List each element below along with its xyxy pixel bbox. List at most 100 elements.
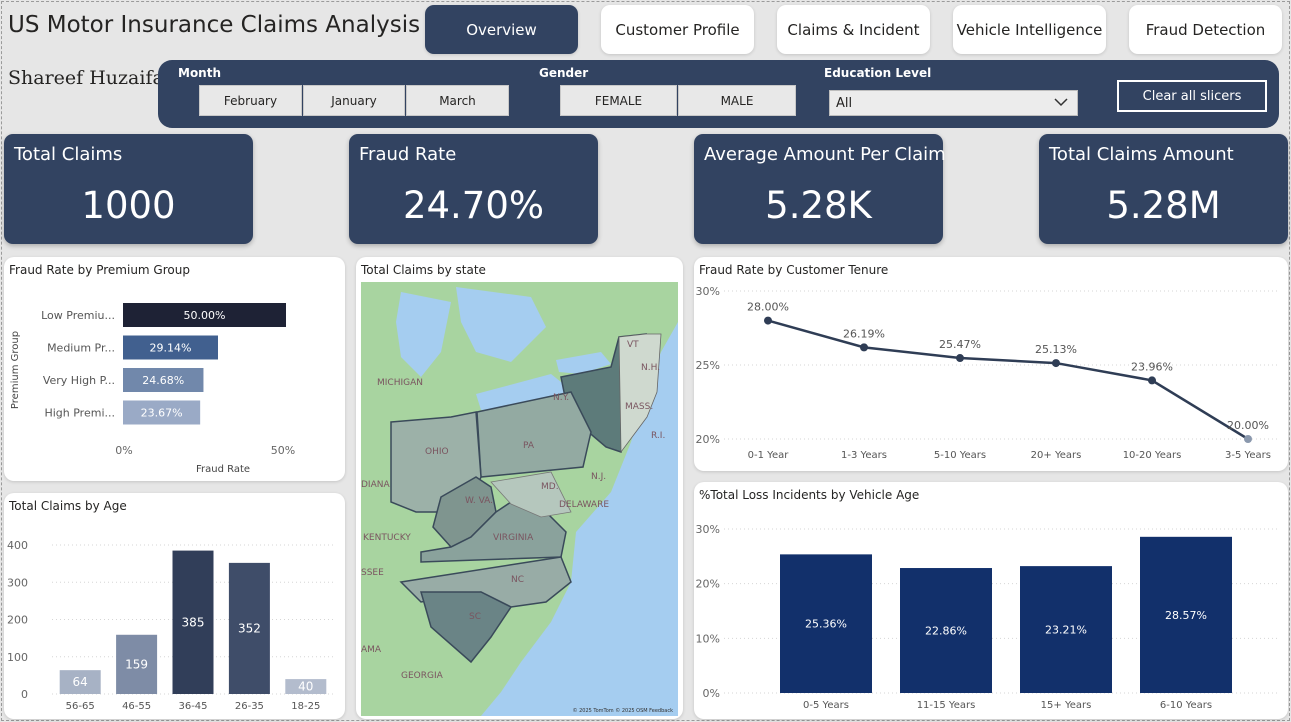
x-tick-label: 15+ Years (1041, 700, 1092, 711)
x-tick-label: 11-15 Years (917, 700, 976, 711)
map-label: MD. (541, 482, 559, 492)
data-point (1244, 435, 1252, 443)
y-tick-label: 300 (7, 576, 28, 589)
bar (1140, 536, 1232, 693)
data-label: 28.00% (747, 301, 789, 314)
x-tick-label: 20+ Years (1031, 450, 1082, 461)
state-sc (420, 591, 513, 664)
data-label: 26.19% (843, 327, 885, 340)
x-tick-label: 56-65 (66, 701, 95, 712)
gender-chip-male[interactable]: MALE (678, 85, 796, 116)
map-label: SC (469, 612, 481, 622)
tenure-chart-card: Fraud Rate by Customer Tenure 20% 25% 30% 2… (694, 257, 1288, 471)
bar (116, 634, 158, 694)
map-label: N.J. (591, 472, 606, 482)
author-name: Shareef Huzaifa (8, 67, 164, 89)
map-label: W. VA. (465, 496, 493, 506)
y-axis-label: Premium Group (10, 331, 21, 409)
data-label: 24.68% (142, 374, 184, 387)
tab-fraud-detection[interactable]: Fraud Detection (1129, 5, 1282, 54)
month-chip-january[interactable]: January (303, 85, 405, 116)
gender-chip-female[interactable]: FEMALE (560, 85, 677, 116)
data-label: 50.00% (184, 309, 226, 322)
y-tick-label: Low Premiu... (41, 309, 115, 322)
x-tick-label: 5-10 Years (934, 450, 986, 461)
map-title: Total Claims by state (361, 263, 486, 277)
kpi-value: 5.28K (765, 184, 872, 227)
bar (285, 679, 327, 694)
education-dropdown[interactable]: All (829, 90, 1078, 116)
kpi-title: Fraud Rate (359, 144, 457, 165)
series-line (767, 319, 1249, 441)
chart-title: Fraud Rate by Premium Group (9, 263, 190, 277)
y-tick-label: 20% (696, 433, 720, 446)
month-filter-label: Month (178, 66, 222, 80)
x-tick-label: 46-55 (122, 701, 151, 712)
x-tick-label: 0-1 Year (748, 450, 790, 461)
data-label: 64 (73, 675, 88, 689)
y-tick-label: 10% (696, 632, 720, 645)
map-label: MASS. (625, 402, 653, 412)
bar (780, 554, 872, 693)
map-label: KENTUCKY (363, 533, 411, 543)
chart-title: Fraud Rate by Customer Tenure (699, 263, 889, 277)
lake-ontario (556, 352, 611, 374)
month-chip-march[interactable]: March (406, 85, 509, 116)
month-chip-february[interactable]: February (199, 85, 302, 116)
tab-claims-incident[interactable]: Claims & Incident (777, 5, 930, 54)
x-tick-label: 3-5 Years (1225, 450, 1271, 461)
tab-customer-profile[interactable]: Customer Profile (601, 5, 754, 54)
map-label: R.I. (651, 431, 665, 441)
y-tick-label: Medium Pr... (47, 342, 115, 355)
bar (123, 400, 201, 425)
premium-chart-card: Fraud Rate by Premium Group Premium Grou… (4, 257, 345, 481)
map-label: VIRGINIA (493, 533, 534, 543)
y-tick-label: High Premi... (44, 407, 115, 420)
map-label: GEORGIA (401, 671, 444, 681)
app-title: US Motor Insurance Claims Analysis (8, 12, 421, 38)
chart-title: Total Claims by Age (9, 499, 127, 513)
data-point (1052, 359, 1060, 368)
data-label: 23.96% (1131, 360, 1173, 373)
map-label: AMA (361, 645, 382, 655)
y-tick-label: 100 (7, 651, 28, 664)
bar (59, 670, 101, 694)
tab-overview[interactable]: Overview (425, 5, 578, 54)
kpi-title: Total Claims Amount (1049, 144, 1234, 165)
map-card: Total Claims by state MICHIGAN OHIO N.Y.… (356, 257, 683, 719)
map-label: VT (627, 340, 639, 350)
kpi-title: Total Claims (14, 144, 123, 165)
bar (172, 550, 214, 694)
kpi-average-amount: Average Amount Per Claim 5.28K (694, 134, 946, 244)
bar (123, 303, 286, 327)
state-map[interactable]: MICHIGAN OHIO N.Y. PA VT N.H. MASS. R.I.… (361, 282, 678, 716)
map-label: N.Y. (553, 393, 569, 403)
data-point (956, 354, 964, 363)
x-tick-label: 36-45 (178, 701, 207, 712)
map-label: DIANA (361, 480, 390, 490)
bar (1020, 566, 1112, 693)
kpi-value: 5.28M (1106, 184, 1221, 227)
kpi-total-claims: Total Claims 1000 (4, 134, 253, 244)
map-label: PA (523, 441, 535, 451)
x-axis-label: Fraud Rate (196, 464, 250, 475)
state-md (490, 471, 572, 518)
kpi-value: 24.70% (402, 184, 545, 227)
kpi-title: Average Amount Per Claim (704, 144, 946, 165)
kpi-fraud-rate: Fraud Rate 24.70% (349, 134, 598, 244)
data-label: 25.36% (805, 618, 847, 631)
education-dropdown-value: All (836, 95, 853, 111)
clear-slicers-button[interactable]: Clear all slicers (1117, 80, 1267, 112)
x-tick-label: 26-35 (235, 701, 264, 712)
x-tick-label: 0% (115, 444, 132, 457)
data-label: 352 (238, 621, 261, 635)
y-tick-label: 20% (696, 578, 720, 591)
data-label: 40 (298, 680, 313, 694)
lake-huron (456, 287, 546, 362)
data-point (1148, 376, 1156, 385)
premium-chart: Premium Group Low Premiu... 50.00% Medium … (10, 303, 295, 475)
chevron-down-icon (1053, 94, 1069, 114)
data-label: 159 (125, 657, 148, 671)
tab-vehicle-intelligence[interactable]: Vehicle Intelligence (953, 5, 1106, 54)
